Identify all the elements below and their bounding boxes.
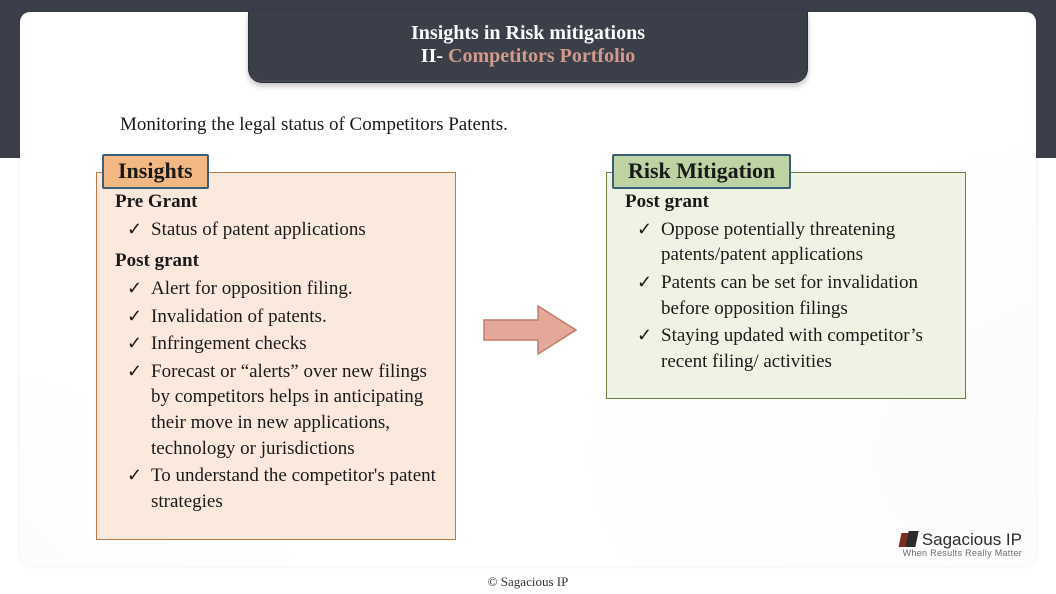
list-item: Patents can be set for invalidation befo… [633,270,947,321]
title-line2-prefix: II- [421,45,448,67]
brand-mark-icon [900,531,918,549]
list-item: Oppose potentially threatening patents/p… [633,217,947,268]
content-panel: Insights in Risk mitigations II- Competi… [20,12,1036,566]
list-item: Status of patent applications [123,217,437,243]
section-title: Post grant [115,248,437,274]
slide: Insights in Risk mitigations II- Competi… [0,0,1056,594]
arrow-icon [480,302,580,358]
list-item: To understand the competitor's patent st… [123,463,437,514]
list-item: Staying updated with competitor’s recent… [633,323,947,374]
risk-mitigation-box: Risk Mitigation Post grantOppose potenti… [606,172,966,399]
section-title: Pre Grant [115,189,437,215]
insights-box: Insights Pre GrantStatus of patent appli… [96,172,456,540]
list-item: Infringement checks [123,331,437,357]
title-line2-accent: Competitors Portfolio [448,45,635,67]
footer-copyright: © Sagacious IP [0,574,1056,590]
list-item: Invalidation of patents. [123,304,437,330]
insights-tab: Insights [102,154,209,189]
risk-tab: Risk Mitigation [612,154,791,189]
checklist: Status of patent applications [115,217,437,243]
subheading: Monitoring the legal status of Competito… [120,114,508,136]
insights-body: Pre GrantStatus of patent applications Po… [96,172,456,540]
brand-tagline: When Results Really Matter [900,548,1022,558]
title-line2: II- Competitors Portfolio [269,45,787,68]
list-item: Alert for opposition filing. [123,276,437,302]
title-bar: Insights in Risk mitigations II- Competi… [248,12,808,83]
checklist: Oppose potentially threatening patents/p… [625,217,947,375]
brand-row: Sagacious IP [900,530,1022,550]
brand-name: Sagacious IP [922,530,1022,550]
section-title: Post grant [625,189,947,215]
checklist: Alert for opposition filing.Invalidation… [115,276,437,515]
list-item: Forecast or “alerts” over new filings by… [123,359,437,462]
brand-logo: Sagacious IP When Results Really Matter [900,530,1022,558]
title-line1: Insights in Risk mitigations [269,22,787,45]
risk-body: Post grantOppose potentially threatening… [606,172,966,399]
